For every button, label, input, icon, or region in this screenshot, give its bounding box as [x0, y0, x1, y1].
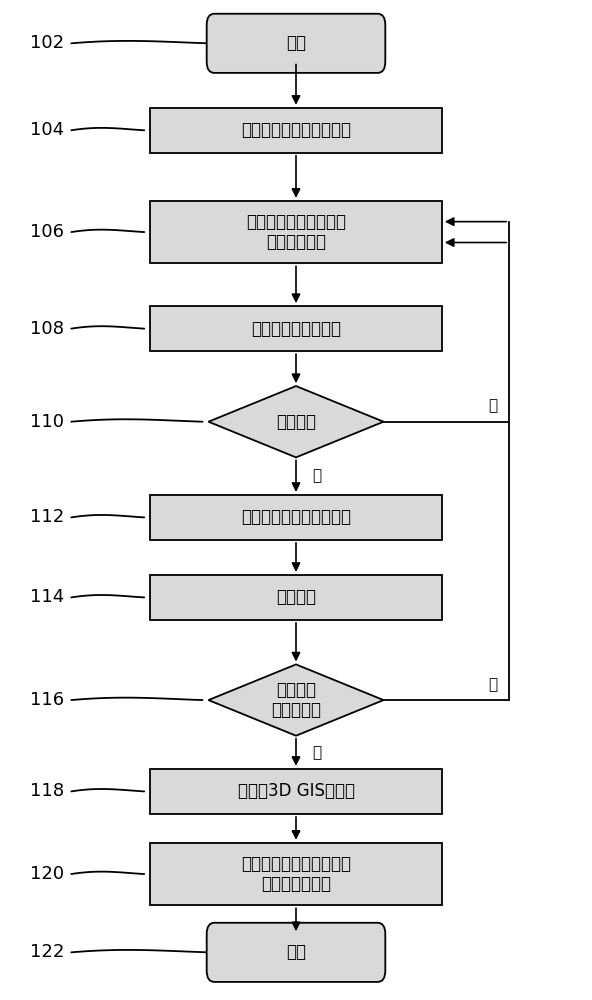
- Text: 开始: 开始: [286, 34, 306, 52]
- FancyBboxPatch shape: [207, 923, 385, 982]
- FancyBboxPatch shape: [207, 14, 385, 73]
- FancyBboxPatch shape: [150, 495, 442, 540]
- Text: 102: 102: [30, 34, 65, 52]
- Text: 104: 104: [30, 121, 65, 139]
- Text: 116: 116: [30, 691, 65, 709]
- Text: 记录目标定位及轨迹跟踪: 记录目标定位及轨迹跟踪: [241, 508, 351, 526]
- Text: 否: 否: [313, 745, 321, 760]
- Text: 采集摄像机获取目标信息: 采集摄像机获取目标信息: [241, 121, 351, 139]
- FancyBboxPatch shape: [150, 201, 442, 263]
- FancyBboxPatch shape: [150, 575, 442, 620]
- Text: 106: 106: [30, 223, 65, 241]
- Polygon shape: [208, 664, 384, 736]
- Text: 112: 112: [30, 508, 65, 526]
- Text: 根据位置、速度调整视频
显示内容及进度: 根据位置、速度调整视频 显示内容及进度: [241, 855, 351, 893]
- Text: 否: 否: [488, 399, 497, 414]
- Text: 结束: 结束: [286, 943, 306, 961]
- Text: 近景摄影测量算法进行
目标位置估计: 近景摄影测量算法进行 目标位置估计: [246, 213, 346, 251]
- FancyBboxPatch shape: [150, 108, 442, 153]
- Text: 是否进入
摄像机盲区: 是否进入 摄像机盲区: [271, 681, 321, 719]
- Text: 是: 是: [488, 677, 497, 692]
- Text: 显示在3D GIS地图中: 显示在3D GIS地图中: [237, 782, 355, 800]
- Polygon shape: [208, 386, 384, 457]
- Text: 114: 114: [30, 588, 65, 606]
- FancyBboxPatch shape: [150, 306, 442, 351]
- Text: 110: 110: [30, 413, 65, 431]
- Text: 目标观测: 目标观测: [276, 588, 316, 606]
- FancyBboxPatch shape: [150, 769, 442, 814]
- Text: 108: 108: [30, 320, 65, 338]
- Text: 122: 122: [30, 943, 65, 961]
- Text: 与视频目标进行匹配: 与视频目标进行匹配: [251, 320, 341, 338]
- Text: 是否匹配: 是否匹配: [276, 413, 316, 431]
- Text: 118: 118: [30, 782, 65, 800]
- Text: 是: 是: [313, 469, 321, 484]
- Text: 120: 120: [30, 865, 65, 883]
- FancyBboxPatch shape: [150, 843, 442, 905]
